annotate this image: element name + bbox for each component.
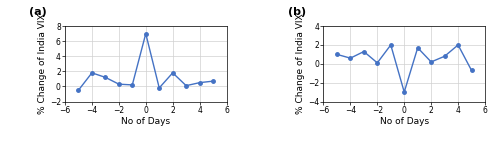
Y-axis label: % Change of India VIX: % Change of India VIX <box>296 13 306 114</box>
Text: (a): (a) <box>30 7 47 17</box>
X-axis label: No of Days: No of Days <box>380 117 429 126</box>
Y-axis label: % Change of India VIX: % Change of India VIX <box>38 13 47 114</box>
Text: (b): (b) <box>288 7 306 17</box>
X-axis label: No of Days: No of Days <box>121 117 170 126</box>
